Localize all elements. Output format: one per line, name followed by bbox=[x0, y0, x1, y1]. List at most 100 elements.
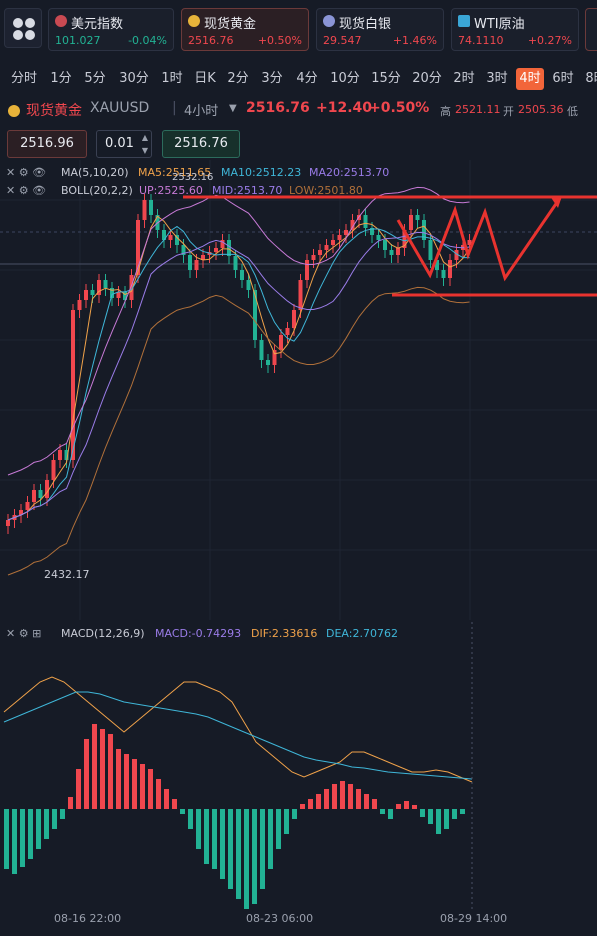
lot-input[interactable]: 0.01 ▲ ▼ bbox=[96, 130, 152, 158]
macd-bar bbox=[28, 809, 33, 859]
ticker-name: WTI原油 bbox=[474, 17, 525, 32]
candle-body bbox=[292, 310, 296, 328]
candle-body bbox=[435, 260, 439, 270]
candle-body bbox=[259, 340, 264, 360]
macd-bar bbox=[252, 809, 257, 904]
period-tab[interactable]: 2分 bbox=[227, 71, 249, 86]
period-tab[interactable]: 3分 bbox=[261, 71, 283, 86]
interval-select[interactable]: 4小时 bbox=[184, 104, 219, 119]
candle-body bbox=[376, 235, 381, 240]
ticker-bar: 美元指数 101.027 -0.04% 现货黄金 2516.76 +0.50% … bbox=[0, 0, 597, 58]
candlestick-chart[interactable] bbox=[0, 160, 597, 620]
dif-line bbox=[3, 676, 473, 783]
gold-coin-icon bbox=[8, 105, 20, 117]
ticker-change: +1.46% bbox=[392, 34, 437, 47]
period-tab[interactable]: 4时 bbox=[516, 68, 544, 90]
buy-price-button[interactable]: 2516.76 bbox=[162, 130, 240, 158]
macd-bar bbox=[76, 769, 81, 809]
candle-body bbox=[324, 245, 329, 250]
grid-menu-button[interactable] bbox=[4, 8, 42, 48]
ticker-wti-oil[interactable]: WTI原油 74.1110 +0.27% bbox=[451, 8, 579, 51]
ticker-price: 101.027 bbox=[55, 34, 101, 47]
candle-body bbox=[370, 228, 374, 235]
macd-bar bbox=[108, 734, 113, 809]
candle-body bbox=[318, 250, 322, 255]
candle-body bbox=[58, 450, 62, 460]
period-tab[interactable]: 1时 bbox=[161, 71, 183, 86]
low-label: 低 bbox=[567, 105, 578, 118]
macd-bar bbox=[348, 784, 353, 809]
macd-bar bbox=[44, 809, 49, 839]
candle-body bbox=[194, 260, 199, 270]
stepper-up-icon[interactable]: ▲ bbox=[141, 133, 148, 142]
period-tab[interactable]: 2时 bbox=[453, 71, 475, 86]
ma20-line bbox=[7, 231, 470, 521]
candle-body bbox=[84, 290, 88, 300]
ticker-change: +0.50% bbox=[257, 34, 302, 47]
ticker-name: 现货黄金 bbox=[204, 17, 257, 32]
macd-bar bbox=[188, 809, 193, 829]
ticker-dollar-index[interactable]: 美元指数 101.027 -0.04% bbox=[48, 8, 174, 51]
candle-body bbox=[90, 290, 95, 295]
sell-price-button[interactable]: 2516.96 bbox=[7, 130, 87, 158]
candle-body bbox=[383, 240, 387, 250]
dea-line bbox=[3, 691, 473, 780]
x-axis-label: 08-16 22:00 bbox=[54, 912, 122, 925]
period-tab[interactable]: 6时 bbox=[552, 71, 574, 86]
open-value: 2505.36 bbox=[518, 103, 564, 116]
period-tab[interactable]: 5分 bbox=[84, 71, 106, 86]
candle-body bbox=[246, 280, 251, 290]
ticker-more[interactable] bbox=[585, 8, 597, 51]
macd-bar bbox=[124, 754, 129, 809]
candle-body bbox=[337, 235, 342, 240]
candle-body bbox=[97, 280, 101, 295]
macd-bar bbox=[140, 764, 145, 809]
macd-title: MACD(12,26,9) bbox=[61, 627, 145, 640]
macd-bar bbox=[300, 804, 305, 809]
chevron-down-icon[interactable]: ▼ bbox=[229, 103, 237, 114]
macd-bar bbox=[92, 724, 97, 809]
period-tab[interactable]: 10分 bbox=[330, 71, 360, 86]
macd-controls[interactable]: ✕ ⚙ ⊞ bbox=[6, 627, 42, 640]
macd-bar bbox=[404, 801, 409, 809]
ma-controls[interactable]: ✕ ⚙ 👁 bbox=[6, 166, 47, 179]
x-axis-label: 08-29 14:00 bbox=[440, 912, 508, 925]
candle-body bbox=[168, 235, 173, 240]
candle-body bbox=[129, 275, 134, 300]
period-tab[interactable]: 3时 bbox=[486, 71, 508, 86]
macd-chart[interactable] bbox=[0, 622, 597, 912]
period-tab[interactable]: 30分 bbox=[119, 71, 149, 86]
lot-value: 0.01 bbox=[105, 136, 134, 151]
ticker-price: 2516.76 bbox=[188, 34, 234, 47]
stepper-down-icon[interactable]: ▼ bbox=[141, 146, 148, 155]
macd-bar bbox=[100, 729, 105, 809]
macd-bar bbox=[204, 809, 209, 864]
ma10-value: MA10:2512.23 bbox=[221, 166, 302, 179]
period-tab[interactable]: 20分 bbox=[412, 71, 442, 86]
period-tab[interactable]: 8时 bbox=[585, 71, 597, 86]
macd-value: MACD:-0.74293 bbox=[155, 627, 242, 640]
candle-body bbox=[51, 460, 56, 480]
period-tab[interactable]: 15分 bbox=[371, 71, 401, 86]
macd-bar bbox=[228, 809, 233, 889]
candle-body bbox=[298, 280, 303, 310]
macd-bar bbox=[372, 799, 377, 809]
boll-lower-line bbox=[7, 286, 470, 576]
candle-body bbox=[305, 260, 309, 280]
period-tab[interactable]: 4分 bbox=[296, 71, 318, 86]
ma20-value: MA20:2513.70 bbox=[309, 166, 390, 179]
us-flag-icon bbox=[55, 15, 67, 27]
period-tab[interactable]: 分时 bbox=[10, 71, 37, 86]
macd-bar bbox=[292, 809, 297, 819]
period-tab[interactable]: 1分 bbox=[50, 71, 72, 86]
order-bar: 2516.96 0.01 ▲ ▼ 2516.76 bbox=[0, 128, 597, 162]
ticker-spot-gold[interactable]: 现货黄金 2516.76 +0.50% bbox=[181, 8, 309, 51]
candle-body bbox=[123, 292, 127, 300]
ticker-price: 29.547 bbox=[323, 34, 362, 47]
candle-body bbox=[344, 230, 348, 235]
boll-controls[interactable]: ✕ ⚙ 👁 bbox=[6, 184, 47, 197]
period-tab[interactable]: 日K bbox=[194, 71, 216, 86]
ticker-spot-silver[interactable]: 现货白银 29.547 +1.46% bbox=[316, 8, 444, 51]
symbol-name[interactable]: 现货黄金 bbox=[26, 103, 82, 119]
